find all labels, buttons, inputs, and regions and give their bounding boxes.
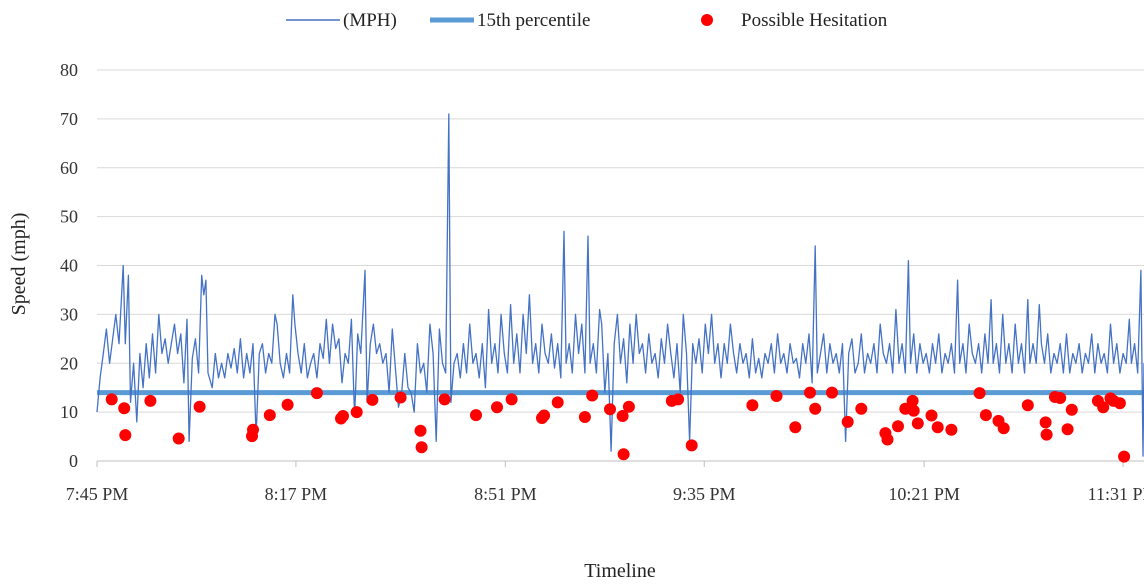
- hesitation-point: [841, 415, 854, 428]
- hesitation-point: [172, 432, 185, 445]
- hesitation-point: [1040, 428, 1053, 441]
- hesitation-point: [804, 386, 816, 399]
- hesitation-point: [586, 389, 599, 402]
- hesitation-point: [247, 423, 259, 436]
- hesitation-point: [809, 402, 822, 415]
- hesitation-point: [1065, 403, 1078, 416]
- hesitation-point: [1118, 450, 1131, 463]
- hesitation-point: [538, 409, 551, 422]
- hesitation-point: [263, 409, 276, 422]
- hesitation-point: [881, 433, 894, 446]
- y-tick-label: 20: [60, 353, 78, 373]
- hesitation-point: [997, 422, 1010, 435]
- x-tick-label: 10:21 PM: [888, 484, 960, 504]
- speed-mph-line: [96, 113, 1144, 457]
- hesitation-point: [1113, 397, 1126, 410]
- hesitation-point: [826, 386, 838, 399]
- x-axis-title: Timeline: [584, 560, 656, 582]
- hesitation-point: [491, 401, 503, 414]
- hesitation-point: [892, 420, 904, 433]
- y-tick-label: 50: [60, 207, 78, 227]
- hesitation-point: [470, 409, 482, 422]
- x-tick-label: 8:17 PM: [265, 484, 328, 504]
- hesitation-point: [907, 404, 920, 417]
- hesitation-point: [193, 400, 206, 413]
- plot-area: [96, 113, 1144, 463]
- hesitation-point: [281, 398, 294, 411]
- hesitation-point: [973, 387, 986, 400]
- y-tick-label: 80: [60, 60, 78, 80]
- hesitation-point: [616, 410, 629, 422]
- hesitation-point: [119, 429, 132, 442]
- hesitation-point: [1039, 416, 1052, 429]
- gridlines: [97, 69, 1144, 462]
- hesitation-point: [855, 402, 868, 415]
- hesitation-point: [685, 439, 698, 452]
- hesitation-point: [337, 410, 349, 422]
- hesitation-point: [1021, 399, 1034, 412]
- hesitation-point: [931, 421, 944, 434]
- hesitation-point: [770, 390, 783, 402]
- hesitation-point: [551, 396, 564, 409]
- legend-label-possible-hesitation: Possible Hesitation: [741, 10, 888, 31]
- hesitation-point: [505, 393, 518, 406]
- y-tick-labels: 0 10 20 30 40 50 60 70 80: [60, 60, 78, 471]
- hesitation-point: [911, 417, 924, 430]
- hesitation-point: [118, 402, 131, 415]
- hesitation-point: [906, 394, 919, 407]
- legend: (MPH) 15th percentile Possible Hesitatio…: [286, 10, 888, 31]
- y-axis-title: Speed (mph): [8, 213, 30, 316]
- hesitation-point: [1061, 423, 1074, 436]
- hesitation-point: [672, 393, 685, 406]
- y-tick-label: 0: [69, 451, 78, 471]
- hesitation-point: [414, 424, 427, 437]
- x-tick-label: 9:35 PM: [673, 484, 736, 504]
- y-tick-label: 60: [60, 158, 78, 178]
- hesitation-point: [789, 421, 802, 434]
- x-tick-label: 7:45 PM: [66, 484, 129, 504]
- hesitation-point: [438, 393, 451, 406]
- hesitation-point: [366, 393, 379, 406]
- hesitation-point: [350, 406, 363, 419]
- hesitation-point: [746, 399, 759, 412]
- y-tick-label: 30: [60, 304, 78, 324]
- hesitation-point: [617, 448, 630, 461]
- hesitation-point: [1097, 401, 1110, 414]
- hesitation-point: [979, 409, 992, 422]
- hesitation-point: [578, 411, 591, 423]
- y-tick-label: 70: [60, 109, 78, 129]
- hesitation-point: [945, 423, 958, 436]
- hesitation-point: [622, 400, 635, 413]
- legend-swatch-possible-hesitation: [701, 14, 713, 26]
- hesitation-point: [105, 393, 118, 406]
- hesitation-point: [310, 387, 323, 400]
- x-tick-labels: 7:45 PM 8:17 PM 8:51 PM 9:35 PM 10:21 PM 11:3…: [66, 461, 1144, 504]
- y-tick-label: 40: [60, 256, 78, 276]
- x-tick-label: 11:31 PM: [1088, 484, 1144, 504]
- y-tick-label: 10: [60, 402, 78, 422]
- x-tick-label: 8:51 PM: [474, 484, 537, 504]
- hesitation-point: [1054, 392, 1067, 404]
- legend-label-15th-percentile: 15th percentile: [477, 10, 590, 31]
- hesitation-point: [394, 391, 407, 404]
- hesitation-point: [415, 441, 428, 454]
- legend-label-mph: (MPH): [343, 10, 397, 31]
- hesitation-point: [925, 409, 938, 422]
- hesitation-point: [604, 403, 616, 416]
- hesitation-point: [144, 394, 157, 407]
